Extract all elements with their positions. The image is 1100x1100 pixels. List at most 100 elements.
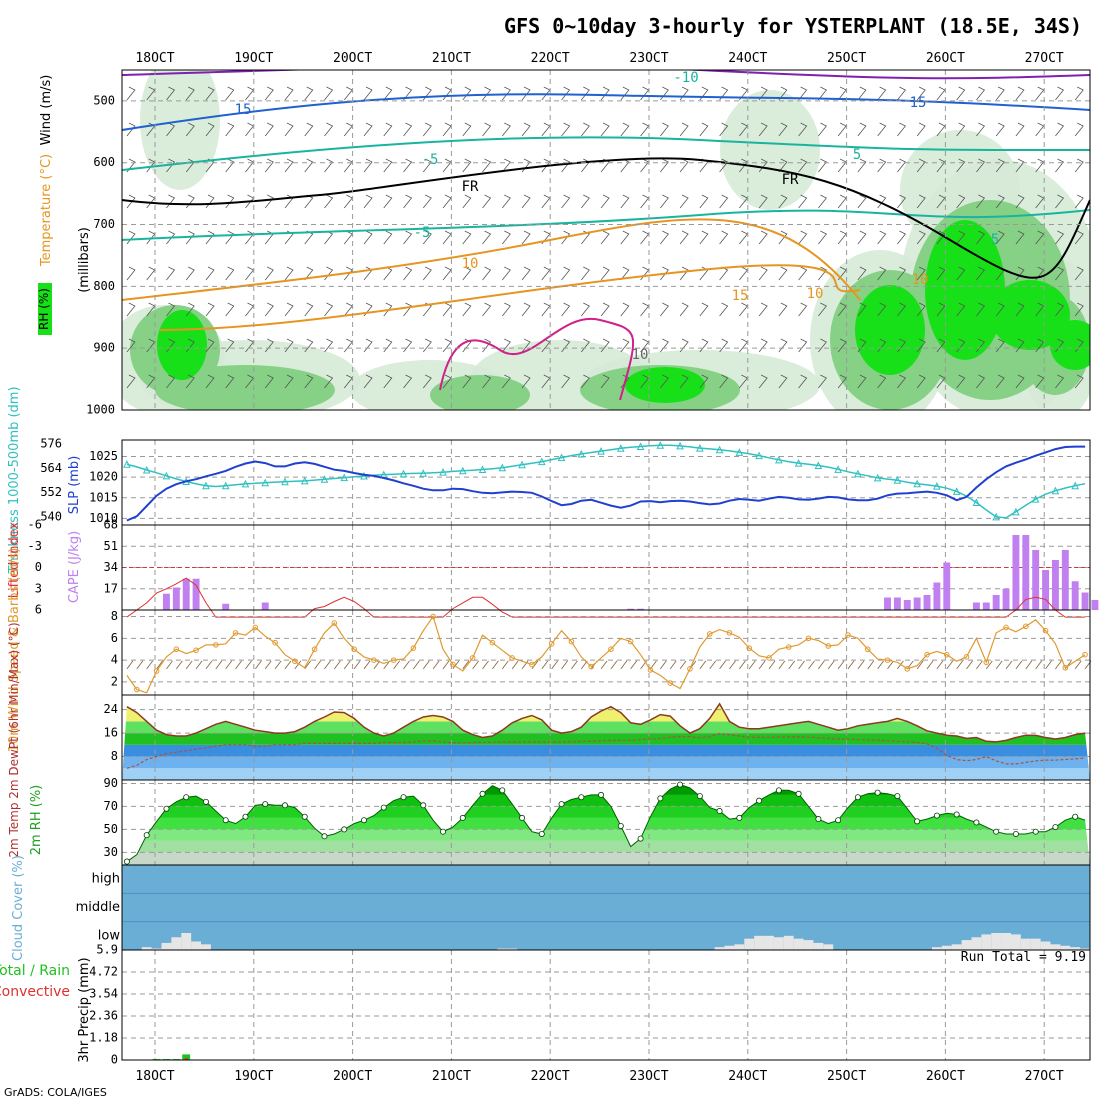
thickness-point bbox=[202, 481, 210, 490]
wind-speed-point bbox=[509, 655, 515, 661]
contour-label: FR bbox=[782, 172, 799, 188]
rh-band bbox=[122, 784, 1090, 795]
cloud-gap-bar bbox=[991, 933, 1002, 950]
wind-barb bbox=[976, 266, 986, 281]
rh-point bbox=[775, 787, 782, 794]
wind-barb bbox=[699, 122, 709, 137]
cloud-layer-label: low bbox=[98, 928, 121, 943]
wind-barb bbox=[1055, 374, 1065, 389]
wind-barb bbox=[501, 266, 511, 281]
wind-barb bbox=[482, 122, 492, 137]
rh-point bbox=[242, 813, 249, 820]
wind-barb bbox=[916, 158, 926, 173]
wind-barb bbox=[225, 374, 235, 389]
wind-speed-point bbox=[1082, 651, 1088, 658]
wind-barb bbox=[936, 194, 946, 209]
wind-barb bbox=[521, 122, 531, 137]
wind-barb bbox=[324, 374, 334, 389]
wind-barb bbox=[1015, 230, 1025, 245]
wind-barb bbox=[206, 411, 214, 424]
rh-point bbox=[222, 817, 229, 824]
wind-barb bbox=[501, 86, 511, 101]
wind-barb bbox=[363, 194, 373, 209]
wind-barb bbox=[462, 374, 472, 389]
surface-barb bbox=[156, 660, 163, 670]
wind-barb bbox=[679, 302, 689, 317]
ylabel-cloud: Cloud Cover (%) bbox=[11, 855, 26, 961]
wind-barb bbox=[1055, 266, 1065, 281]
rh-point bbox=[183, 794, 190, 801]
date-tick-bottom: 24OCT bbox=[728, 1069, 767, 1084]
ylabel-temp: 2m Temp 2m DewPt (6hr Min/Max) (°C) bbox=[7, 622, 21, 857]
wind-barb bbox=[442, 194, 452, 209]
rh-point bbox=[163, 805, 170, 812]
wind-barb bbox=[245, 266, 255, 281]
surface-barb bbox=[798, 660, 805, 670]
thickness-point bbox=[300, 476, 309, 485]
wind-barb bbox=[521, 374, 531, 389]
wind-barb bbox=[897, 266, 907, 281]
wind-barb bbox=[1055, 122, 1065, 137]
thickness-point bbox=[1031, 494, 1040, 503]
rh-point bbox=[420, 802, 427, 809]
wind-barb bbox=[521, 194, 531, 209]
wind-barb bbox=[245, 411, 253, 424]
contour-line bbox=[122, 70, 1090, 80]
thickness-point bbox=[340, 473, 349, 482]
surface-barb bbox=[511, 660, 519, 670]
temp-bands bbox=[122, 703, 1090, 780]
thickness-point bbox=[221, 481, 230, 490]
wind-barb bbox=[956, 194, 966, 209]
date-tick-top: 25OCT bbox=[827, 51, 866, 66]
contour-label: 10 bbox=[912, 272, 929, 288]
precip-tick: 1.18 bbox=[89, 1031, 118, 1045]
wind-barb bbox=[225, 86, 235, 101]
wind-barb bbox=[403, 338, 413, 353]
wind-barb bbox=[976, 86, 986, 101]
wind-barb bbox=[1015, 338, 1025, 353]
wind-speed-point bbox=[608, 646, 614, 653]
li-tick: 6 bbox=[35, 603, 42, 617]
rh-point bbox=[1032, 828, 1039, 835]
surface-barb bbox=[966, 660, 973, 670]
wind-barb bbox=[462, 158, 472, 173]
wind-barb bbox=[166, 302, 176, 317]
wind-barb bbox=[305, 411, 313, 424]
wind-barb bbox=[956, 158, 966, 173]
wind-barb bbox=[324, 302, 334, 317]
wind-barb bbox=[620, 122, 630, 137]
wind-speed-point bbox=[667, 680, 674, 686]
wind-barb bbox=[719, 338, 729, 353]
thickness-tick: 552 bbox=[40, 485, 62, 499]
date-tick-bottom: 26OCT bbox=[926, 1069, 965, 1084]
wind-barb bbox=[344, 411, 352, 424]
wind-barb bbox=[284, 122, 294, 137]
thickness-point bbox=[873, 473, 882, 482]
wind-barb bbox=[1036, 411, 1044, 424]
wind-barb bbox=[857, 302, 867, 317]
wind-barb bbox=[404, 411, 412, 424]
cloud-gap-bar bbox=[823, 944, 834, 950]
wind-barb bbox=[403, 122, 413, 137]
thickness-point bbox=[123, 460, 131, 468]
rh-point bbox=[973, 819, 980, 826]
wind-barb bbox=[422, 374, 432, 389]
wind-barb bbox=[383, 338, 393, 353]
date-tick-top: 22OCT bbox=[531, 51, 570, 66]
surface-barb bbox=[531, 660, 539, 670]
wind-barb bbox=[502, 411, 510, 424]
thickness-point bbox=[696, 443, 704, 452]
date-tick-bottom: 18OCT bbox=[135, 1069, 174, 1084]
slp-tick: 1020 bbox=[89, 470, 118, 484]
thickness-point bbox=[320, 475, 329, 483]
rh-point bbox=[874, 789, 881, 796]
thickness-point bbox=[893, 476, 902, 484]
wind-barb bbox=[956, 266, 966, 281]
cloud-gap-bar bbox=[714, 947, 725, 950]
rh-tick: 30 bbox=[104, 845, 118, 859]
cloud-gap-bar bbox=[1010, 934, 1021, 950]
rh-point bbox=[123, 858, 130, 865]
surface-barb bbox=[857, 660, 865, 670]
wind-barb bbox=[660, 374, 669, 389]
wind-barb bbox=[442, 266, 452, 281]
